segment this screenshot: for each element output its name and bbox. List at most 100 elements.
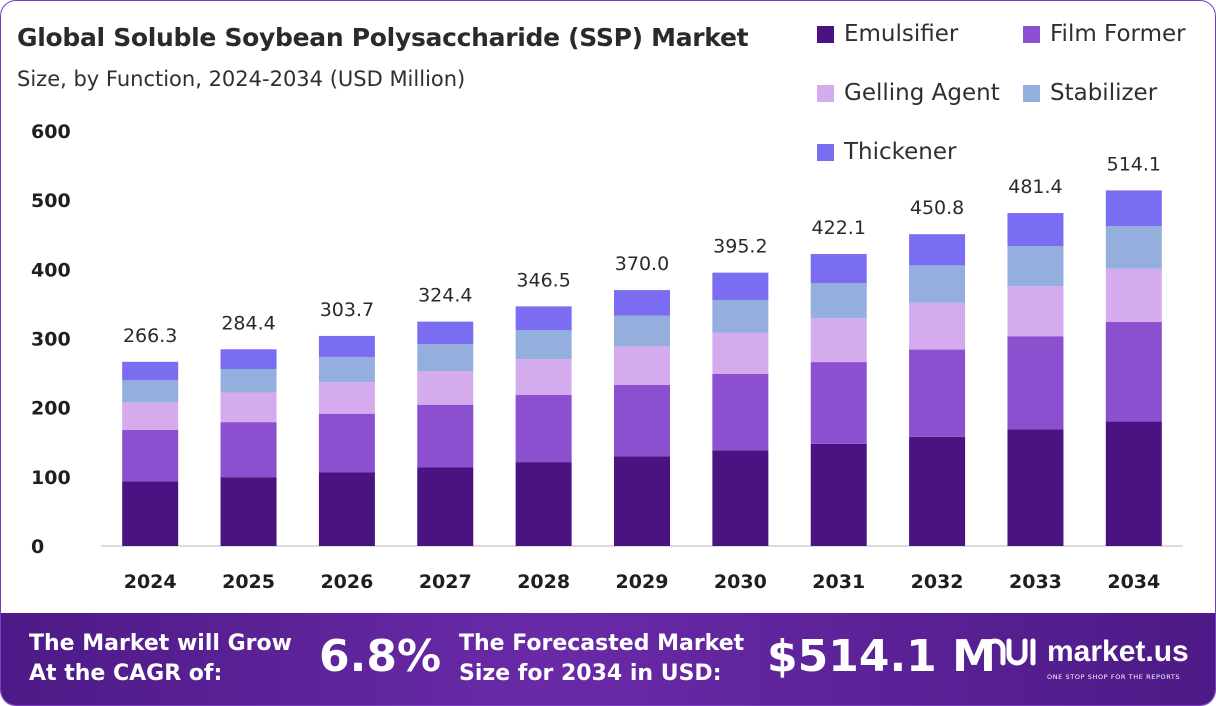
brand-logo: market.us: [983, 635, 1189, 669]
bar-segment-gelling-agent: [122, 402, 179, 430]
bar-segment-gelling-agent: [712, 332, 769, 374]
legend-item-emulsifier: Emulsifier: [817, 21, 958, 47]
chart-title: Global Soluble Soybean Polysaccharide (S…: [17, 23, 749, 52]
bar-segment-film-former: [810, 362, 867, 444]
legend-item-gelling-agent: Gelling Agent: [817, 80, 1000, 106]
bar-segment-emulsifier: [122, 481, 179, 546]
legend-swatch-emulsifier: [817, 25, 834, 43]
bar-total-label: 481.4: [1008, 176, 1062, 198]
y-tick-label: 400: [31, 259, 71, 281]
cagr-label: The Market will Grow At the CAGR of:: [29, 629, 292, 689]
legend-label-film-former: Film Former: [1050, 21, 1186, 47]
legend-item-thickener: Thickener: [817, 139, 957, 165]
bar-segment-thickener: [318, 335, 375, 357]
x-tick-label: 2032: [911, 571, 964, 593]
bar-segment-thickener: [220, 349, 277, 370]
x-tick-label: 2027: [419, 571, 472, 593]
bar-total-label: 450.8: [910, 197, 964, 219]
bar-segment-thickener: [712, 272, 769, 300]
forecast-label-line1: The Forecasted Market: [459, 631, 745, 656]
bar-segment-stabilizer: [712, 299, 769, 333]
bar-segment-film-former: [515, 395, 572, 463]
bar-segment-film-former: [417, 404, 474, 468]
x-tick-label: 2025: [222, 571, 275, 593]
cagr-value: 6.8%: [319, 631, 442, 682]
x-tick-label: 2026: [320, 571, 373, 593]
x-tick-label: 2030: [714, 571, 767, 593]
bar-segment-stabilizer: [515, 330, 572, 360]
cagr-label-line1: The Market will Grow: [29, 631, 292, 656]
bar-segment-gelling-agent: [810, 318, 867, 363]
x-tick-label: 2031: [812, 571, 865, 593]
bar-segment-gelling-agent: [220, 392, 277, 423]
bar-segment-thickener: [515, 306, 572, 331]
y-tick-label: 200: [31, 398, 71, 420]
bar-segment-emulsifier: [712, 450, 769, 546]
chart-subtitle: Size, by Function, 2024-2034 (USD Millio…: [17, 67, 466, 91]
bar-segment-film-former: [122, 429, 179, 482]
x-tick-label: 2033: [1009, 571, 1062, 593]
market-us-logo-icon: [984, 638, 1036, 666]
bar-segment-gelling-agent: [515, 359, 572, 396]
bar-segment-emulsifier: [515, 462, 572, 546]
x-tick-label: 2024: [124, 571, 177, 593]
x-tick-label: 2028: [517, 571, 570, 593]
bar-segment-emulsifier: [318, 472, 375, 546]
bar-segment-film-former: [614, 384, 670, 457]
bar-total-label: 514.1: [1107, 153, 1161, 175]
bar-segment-emulsifier: [614, 456, 670, 546]
bar-segment-stabilizer: [1105, 226, 1162, 269]
forecast-value: $514.1 M: [767, 631, 996, 682]
bar-total-label: 266.3: [123, 325, 177, 347]
y-tick-label: 100: [31, 467, 71, 489]
cagr-label-line2: At the CAGR of:: [29, 661, 223, 686]
bar-segment-gelling-agent: [614, 346, 670, 385]
bar-segment-gelling-agent: [417, 371, 474, 405]
legend-swatch-gelling-agent: [817, 84, 834, 102]
bar-segment-film-former: [1007, 336, 1064, 430]
legend-item-film-former: Film Former: [1023, 21, 1186, 47]
bar-segment-stabilizer: [417, 344, 474, 372]
legend-label-emulsifier: Emulsifier: [844, 21, 959, 47]
bar-segment-emulsifier: [909, 436, 966, 546]
bar-segment-gelling-agent: [909, 302, 966, 350]
bar-segment-thickener: [417, 321, 474, 345]
bar-segment-emulsifier: [220, 477, 277, 546]
legend-label-thickener: Thickener: [844, 139, 957, 165]
bar-total-label: 324.4: [418, 285, 472, 307]
y-tick-label: 300: [31, 329, 71, 351]
y-tick-label: 0: [31, 536, 44, 558]
bar-segment-emulsifier: [417, 467, 474, 546]
bar-segment-gelling-agent: [318, 382, 375, 414]
bar-segment-thickener: [1105, 190, 1162, 227]
legend-swatch-thickener: [817, 143, 834, 161]
bar-segment-film-former: [220, 422, 277, 478]
legend-label-stabilizer: Stabilizer: [1050, 80, 1158, 106]
y-tick-label: 500: [31, 190, 71, 212]
bar-segment-stabilizer: [220, 369, 277, 393]
brand-name: market.us: [1047, 635, 1189, 668]
bar-segment-stabilizer: [614, 315, 670, 347]
legend-label-gelling-agent: Gelling Agent: [844, 80, 1000, 106]
bar-segment-stabilizer: [909, 265, 966, 303]
bar-segment-emulsifier: [1007, 429, 1064, 546]
bar-total-label: 395.2: [713, 236, 767, 258]
x-tick-label: 2029: [616, 571, 669, 593]
legend-item-stabilizer: Stabilizer: [1023, 80, 1157, 106]
bar-segment-gelling-agent: [1007, 286, 1064, 337]
y-tick-label: 600: [31, 121, 71, 143]
legend-swatch-stabilizer: [1023, 84, 1040, 102]
forecast-label-line2: Size for 2034 in USD:: [459, 661, 722, 686]
bar-segment-thickener: [1007, 213, 1064, 247]
bar-segment-film-former: [1105, 322, 1162, 422]
bar-segment-stabilizer: [122, 380, 179, 403]
brand-tagline: ONE STOP SHOP FOR THE REPORTS: [1047, 673, 1181, 681]
x-tick-label: 2034: [1107, 571, 1160, 593]
bar-total-label: 370.0: [615, 253, 669, 275]
bar-segment-emulsifier: [1105, 421, 1162, 546]
forecast-label: The Forecasted Market Size for 2034 in U…: [459, 629, 744, 689]
bar-total-label: 346.5: [516, 269, 570, 291]
bar-total-label: 422.1: [812, 217, 866, 239]
bar-segment-stabilizer: [1007, 246, 1064, 287]
bar-segment-film-former: [909, 349, 966, 437]
